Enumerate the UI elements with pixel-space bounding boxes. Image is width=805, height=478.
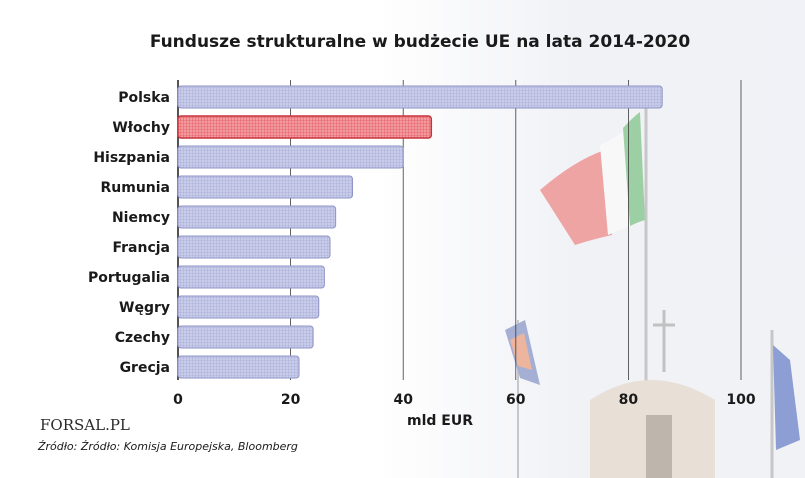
bar-francja bbox=[177, 235, 331, 259]
forsal-logo: FORSAL.PL bbox=[36, 413, 130, 435]
category-label: Rumunia bbox=[100, 180, 170, 196]
x-tick-label: 60 bbox=[506, 392, 526, 408]
background-photo bbox=[380, 0, 805, 478]
bars-group bbox=[177, 85, 663, 379]
chart-title: Fundusze strukturalne w budżecie UE na l… bbox=[150, 32, 691, 52]
category-label: Węgry bbox=[119, 300, 170, 316]
x-axis-label: mld EUR bbox=[407, 413, 473, 429]
x-tick-labels: 0 20 40 60 80 100 bbox=[173, 392, 756, 408]
bar-hiszpania bbox=[177, 145, 404, 169]
bar-grecja bbox=[177, 355, 300, 379]
category-label: Grecja bbox=[120, 360, 170, 376]
bar-portugalia bbox=[177, 265, 325, 289]
x-tick-label: 40 bbox=[393, 392, 413, 408]
source-note: Źródło: Źródło: Komisja Europejska, Bloo… bbox=[37, 440, 298, 453]
category-label: Polska bbox=[118, 90, 170, 106]
x-tick-label: 80 bbox=[619, 392, 639, 408]
bar-włochy bbox=[177, 115, 433, 139]
bar-niemcy bbox=[177, 205, 337, 229]
x-tick-label: 100 bbox=[726, 392, 755, 408]
category-label: Portugalia bbox=[88, 270, 170, 286]
bar-rumunia bbox=[177, 175, 354, 199]
category-label: Hiszpania bbox=[93, 150, 170, 166]
category-label: Włochy bbox=[112, 120, 170, 136]
x-tick-label: 0 bbox=[173, 392, 183, 408]
logo-text: FORSAL.PL bbox=[40, 416, 130, 434]
bar-czechy bbox=[177, 325, 314, 349]
category-label: Czechy bbox=[115, 330, 170, 346]
category-label: Niemcy bbox=[112, 210, 170, 226]
category-labels: Polska Włochy Hiszpania Rumunia Niemcy Francj… bbox=[88, 90, 170, 376]
category-label: Francja bbox=[112, 240, 170, 256]
bar-węgry bbox=[177, 295, 320, 319]
x-tick-label: 20 bbox=[281, 392, 301, 408]
bar-polska bbox=[177, 85, 663, 109]
